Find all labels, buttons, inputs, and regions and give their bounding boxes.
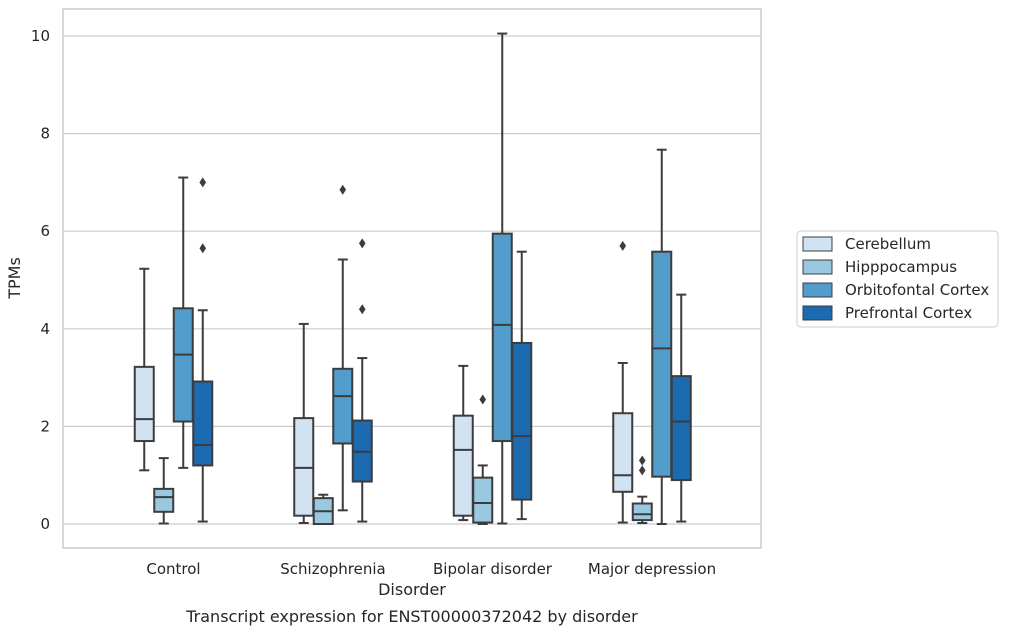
box-iqr <box>192 380 214 467</box>
box-iqr <box>631 502 653 522</box>
legend-label: Orbitofontal Cortex <box>845 281 989 299</box>
y-tick-label: 0 <box>40 515 50 533</box>
plot-frame <box>62 8 762 549</box>
legend-swatch <box>802 282 833 298</box>
box-marks <box>133 32 692 525</box>
box-prefrontal-cortex-2 <box>511 250 533 521</box>
box-cerebellum-3 <box>612 240 634 524</box>
legend-frame <box>796 230 999 328</box>
outlier-point <box>339 184 347 195</box>
legend-swatch <box>802 259 833 275</box>
box-hipppocampus-3 <box>631 455 653 525</box>
y-axis-label: TPMs <box>5 257 24 300</box>
box-orbitofontal-cortex-2 <box>491 32 513 525</box>
outlier-point <box>638 455 646 466</box>
box-cerebellum-2 <box>452 364 474 522</box>
box-orbitofontal-cortex-3 <box>651 148 673 525</box>
x-tick-label: Major depression <box>588 560 716 578</box>
box-iqr <box>452 414 474 517</box>
box-hipppocampus-2 <box>472 394 494 525</box>
outlier-point <box>479 394 487 405</box>
outlier-point <box>358 304 366 315</box>
box-iqr <box>491 232 513 443</box>
box-orbitofontal-cortex-1 <box>332 184 354 512</box>
box-iqr <box>612 412 634 493</box>
box-hipppocampus-1 <box>312 493 334 525</box>
chart-caption: Transcript expression for ENST0000037204… <box>185 607 638 626</box>
x-tick-label: Schizophrenia <box>280 560 385 578</box>
outlier-point <box>199 243 207 254</box>
box-iqr <box>472 476 494 524</box>
x-axis-label: Disorder <box>378 580 446 599</box>
box-iqr <box>133 365 155 443</box>
y-tick-label: 8 <box>40 125 50 143</box>
x-tick-label: Bipolar disorder <box>433 560 553 578</box>
outlier-point <box>638 465 646 476</box>
legend-label: Cerebellum <box>845 235 931 253</box>
box-hipppocampus-0 <box>153 457 175 525</box>
y-tick-labels: 0 2 4 6 8 10 <box>31 27 50 533</box>
legend-label: Prefrontal Cortex <box>845 304 972 322</box>
y-tick-label: 6 <box>40 222 50 240</box>
x-tick-label: Control <box>146 560 200 578</box>
box-cerebellum-1 <box>293 322 315 525</box>
box-orbitofontal-cortex-0 <box>172 176 194 469</box>
box-prefrontal-cortex-0 <box>192 177 214 523</box>
y-tick-label: 4 <box>40 320 50 338</box>
plot-area <box>63 9 761 548</box>
legend: Cerebellum Hipppocampus Orbitofontal Corte… <box>796 230 999 328</box>
box-iqr <box>511 341 533 501</box>
y-tick-label: 2 <box>40 417 50 435</box>
box-prefrontal-cortex-3 <box>670 293 692 523</box>
outlier-point <box>619 240 627 251</box>
box-prefrontal-cortex-1 <box>351 238 373 523</box>
x-tick-labels: Control Schizophrenia Bipolar disorder Majo… <box>146 560 716 578</box>
y-tick-label: 10 <box>31 27 50 45</box>
legend-swatch <box>802 305 833 321</box>
box-iqr <box>332 367 354 445</box>
box-iqr <box>153 487 175 513</box>
box-iqr <box>651 250 673 478</box>
outlier-point <box>199 177 207 188</box>
box-iqr <box>670 375 692 482</box>
box-cerebellum-0 <box>133 267 155 472</box>
legend-label: Hipppocampus <box>845 258 957 276</box>
legend-swatch <box>802 236 833 252</box>
box-iqr <box>172 307 194 423</box>
outlier-point <box>358 238 366 249</box>
